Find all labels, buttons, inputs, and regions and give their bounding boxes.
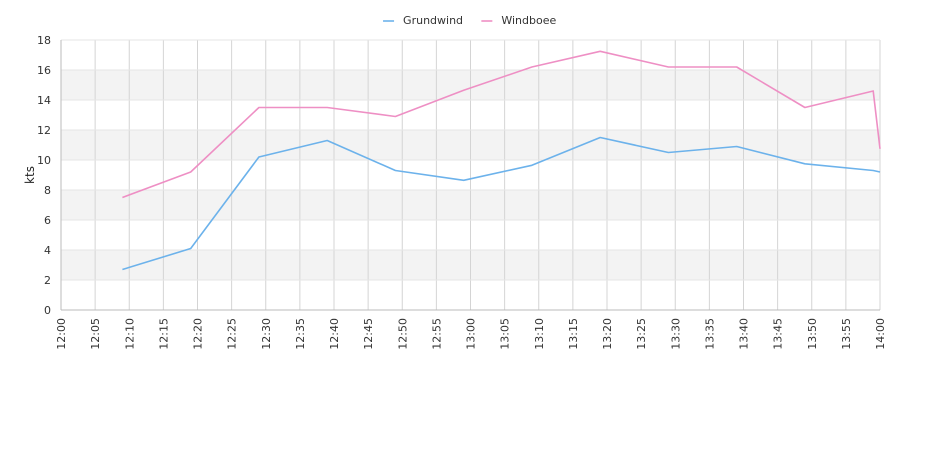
x-tick-label: 13:10: [533, 318, 546, 350]
x-tick-label: 12:50: [396, 318, 409, 350]
y-axis-title: kts: [23, 166, 37, 184]
x-tick-label: 12:35: [294, 318, 307, 350]
x-tick-label: 12:45: [362, 318, 375, 350]
series-lines: [122, 50, 881, 271]
y-tick-label: 16: [37, 64, 51, 77]
x-tick-label: 12:55: [430, 318, 443, 350]
x-tick-label: 13:25: [635, 318, 648, 350]
y-tick-label: 10: [37, 154, 51, 167]
x-tick-label: 13:05: [499, 318, 512, 350]
x-tick-label: 13:50: [806, 318, 819, 350]
legend-label-grundwind: Grundwind: [403, 14, 463, 27]
x-tick-label: 13:35: [703, 318, 716, 350]
x-tick-label: 12:00: [55, 318, 68, 350]
x-tick-label: 13:45: [772, 318, 785, 350]
y-tick-label: 8: [44, 184, 51, 197]
y-tick-label: 12: [37, 124, 51, 137]
x-tick-label: 13:40: [738, 318, 751, 350]
x-tick-label: 13:00: [465, 318, 478, 350]
x-tick-label: 12:20: [192, 318, 205, 350]
x-tick-label: 12:25: [226, 318, 239, 350]
x-tick-label: 13:15: [567, 318, 580, 350]
x-tick-label: 13:20: [601, 318, 614, 350]
series-line-windboee: [122, 50, 881, 199]
x-tick-label: 12:30: [260, 318, 273, 350]
y-tick-label: 0: [44, 304, 51, 317]
axes: [60, 40, 880, 311]
x-tick-label: 12:10: [123, 318, 136, 350]
x-tick-label: 14:00: [874, 318, 887, 350]
x-tick-label: 13:30: [669, 318, 682, 350]
y-tick-labels: 0 2 4 6 8 10 12 14 16 18: [37, 34, 51, 317]
series-line-grundwind: [122, 136, 881, 271]
y-tick-label: 14: [37, 94, 51, 107]
y-tick-label: 6: [44, 214, 51, 227]
y-tick-label: 4: [44, 244, 51, 257]
legend-label-windboee: Windboee: [501, 14, 556, 27]
y-tick-label: 18: [37, 34, 51, 47]
x-tick-label: 12:15: [157, 318, 170, 350]
x-tick-label: 12:40: [328, 318, 341, 350]
legend: Grundwind Windboee: [383, 14, 556, 27]
x-tick-label: 12:05: [89, 318, 102, 350]
y-tick-label: 2: [44, 274, 51, 287]
x-tick-label: 13:55: [840, 318, 853, 350]
x-tick-labels: 12:00 12:05 12:10 12:15 12:20 12:25 12:30 12:35…: [55, 318, 887, 350]
